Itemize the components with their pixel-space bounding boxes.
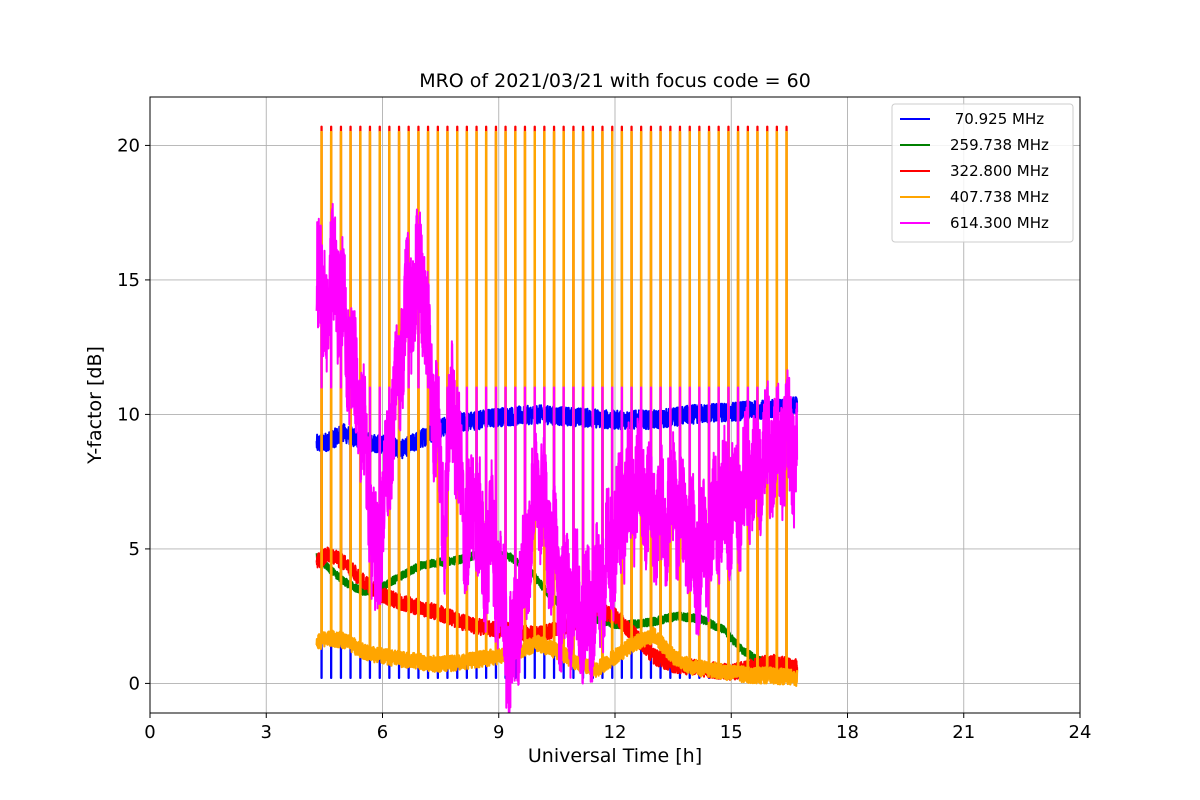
- x-tick-label: 6: [377, 722, 388, 743]
- y-tick-label: 5: [129, 539, 140, 560]
- x-tick-label: 9: [493, 722, 504, 743]
- legend-box: [891, 103, 1074, 243]
- y-tick-label: 10: [117, 404, 140, 425]
- y-tick-label: 0: [129, 673, 140, 694]
- series-line-0: [315, 396, 799, 679]
- x-tick-label: 15: [720, 722, 743, 743]
- y-tick-label: 15: [117, 270, 140, 291]
- x-tick-label: 0: [144, 722, 155, 743]
- y-tick-label: 20: [117, 135, 140, 156]
- x-axis-label: Universal Time [h]: [528, 745, 702, 767]
- legend-entry-label: 322.800 MHz: [950, 162, 1049, 180]
- x-tick-label: 3: [261, 722, 272, 743]
- y-axis-label: Y-factor [dB]: [84, 346, 106, 465]
- legend-entry-label: 259.738 MHz: [950, 136, 1049, 154]
- series-line-3: [315, 130, 799, 687]
- legend-entry-label: 407.738 MHz: [950, 188, 1049, 206]
- series-layer: [315, 125, 799, 713]
- legend-entry-label: 614.300 MHz: [950, 214, 1049, 232]
- series-line-4: [315, 202, 799, 713]
- x-tick-label: 21: [952, 722, 975, 743]
- chart-title: MRO of 2021/03/21 with focus code = 60: [419, 70, 811, 92]
- x-tick-label: 18: [836, 722, 859, 743]
- legend-entry-label: 70.925 MHz: [950, 110, 1044, 128]
- legend: 70.925 MHz 259.738 MHz 322.800 MHz 407.738 …: [891, 103, 1074, 243]
- axis-ticks: 0 3 6 9 12 15 18 21 24 0 5 10 15 20: [117, 135, 1091, 743]
- x-tick-label: 24: [1069, 722, 1092, 743]
- x-tick-label: 12: [604, 722, 627, 743]
